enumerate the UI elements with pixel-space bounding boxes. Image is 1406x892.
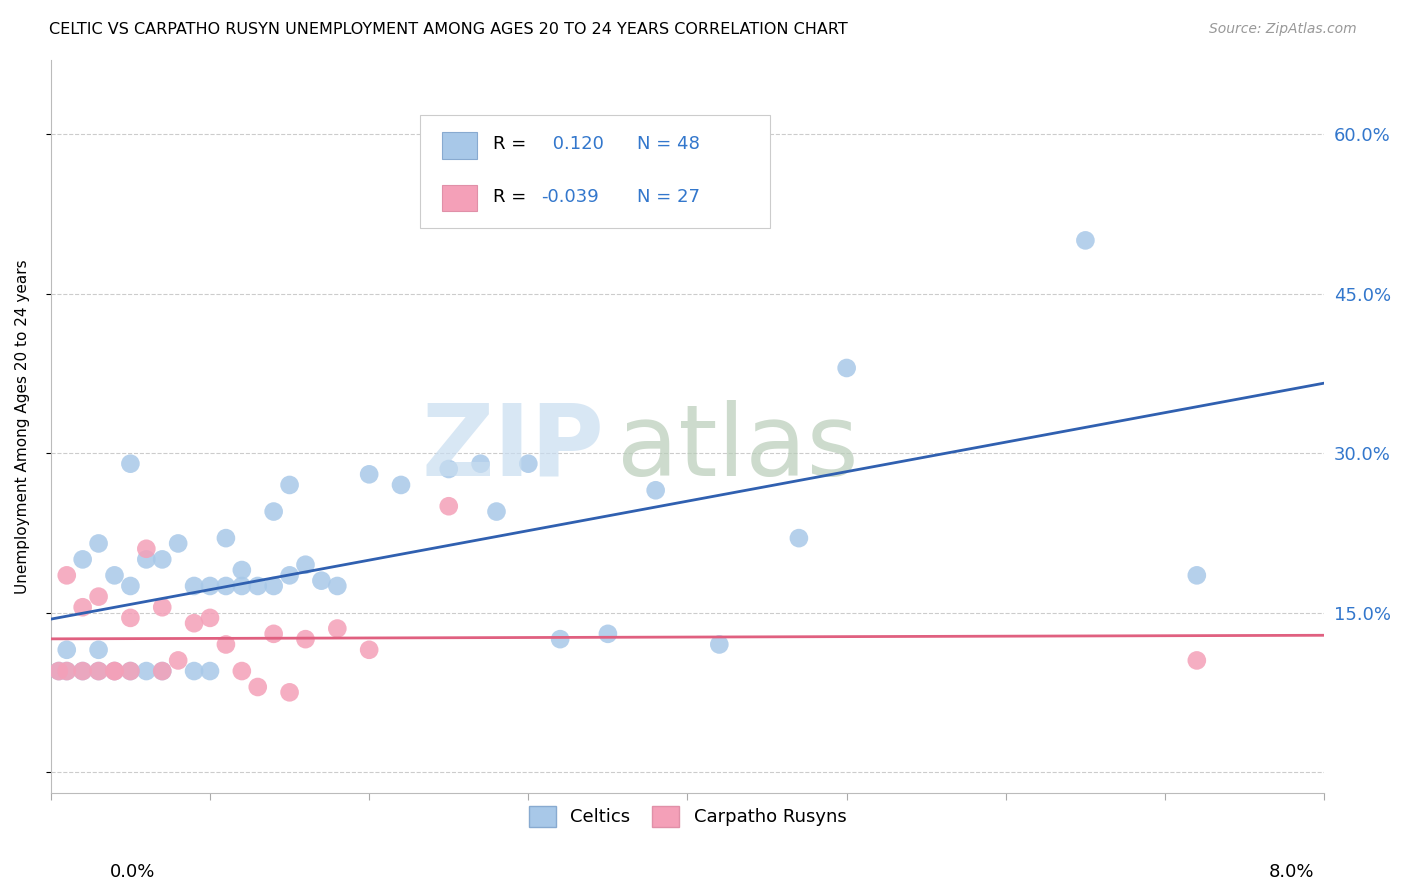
Text: 0.120: 0.120 <box>547 135 605 153</box>
Point <box>183 616 205 631</box>
Point <box>231 563 253 577</box>
Point <box>55 568 77 582</box>
Point <box>120 579 142 593</box>
Point <box>183 579 205 593</box>
Point <box>72 552 94 566</box>
Point <box>150 664 173 678</box>
Point <box>437 500 460 514</box>
Point <box>87 664 110 678</box>
Point <box>215 531 238 545</box>
Point <box>72 600 94 615</box>
Text: R =: R = <box>492 188 531 206</box>
Point <box>326 579 349 593</box>
FancyBboxPatch shape <box>441 185 478 211</box>
Point <box>548 632 571 647</box>
Point <box>167 536 190 550</box>
Point <box>1074 233 1097 247</box>
Point <box>359 642 381 657</box>
Text: 8.0%: 8.0% <box>1270 863 1315 880</box>
Point <box>135 664 157 678</box>
Point <box>150 664 173 678</box>
Point <box>263 579 285 593</box>
Text: Source: ZipAtlas.com: Source: ZipAtlas.com <box>1209 22 1357 37</box>
Point <box>389 478 412 492</box>
Point <box>215 638 238 652</box>
Text: CELTIC VS CARPATHO RUSYN UNEMPLOYMENT AMONG AGES 20 TO 24 YEARS CORRELATION CHAR: CELTIC VS CARPATHO RUSYN UNEMPLOYMENT AM… <box>49 22 848 37</box>
Point <box>103 664 125 678</box>
Point <box>1185 653 1208 667</box>
Y-axis label: Unemployment Among Ages 20 to 24 years: Unemployment Among Ages 20 to 24 years <box>15 260 30 594</box>
Point <box>709 638 731 652</box>
Point <box>120 664 142 678</box>
Point <box>644 483 666 498</box>
Point <box>263 504 285 518</box>
Point <box>596 627 619 641</box>
Point <box>55 664 77 678</box>
Point <box>150 600 173 615</box>
Point <box>167 653 190 667</box>
Point <box>787 531 810 545</box>
Point <box>103 568 125 582</box>
Text: R =: R = <box>492 135 531 153</box>
Point <box>183 664 205 678</box>
Point <box>120 664 142 678</box>
Point <box>55 642 77 657</box>
Point <box>120 457 142 471</box>
Point <box>55 664 77 678</box>
Point <box>198 611 221 625</box>
Point <box>278 478 301 492</box>
Point <box>246 579 269 593</box>
Point <box>87 664 110 678</box>
Point <box>294 632 316 647</box>
Point <box>87 536 110 550</box>
Point <box>231 664 253 678</box>
FancyBboxPatch shape <box>420 115 770 228</box>
Point <box>1185 568 1208 582</box>
Text: ZIP: ZIP <box>422 400 605 497</box>
Point <box>87 642 110 657</box>
Point <box>215 579 238 593</box>
Point <box>359 467 381 482</box>
Point <box>120 611 142 625</box>
Point <box>135 541 157 556</box>
Point <box>231 579 253 593</box>
Point <box>278 568 301 582</box>
Point <box>311 574 333 588</box>
Point <box>103 664 125 678</box>
Point <box>485 504 508 518</box>
Point <box>437 462 460 476</box>
Point <box>48 664 70 678</box>
Point <box>278 685 301 699</box>
FancyBboxPatch shape <box>441 132 478 159</box>
Point <box>246 680 269 694</box>
Point <box>72 664 94 678</box>
Text: -0.039: -0.039 <box>541 188 599 206</box>
Point <box>326 622 349 636</box>
Text: 0.0%: 0.0% <box>110 863 155 880</box>
Legend: Celtics, Carpatho Rusyns: Celtics, Carpatho Rusyns <box>520 797 855 836</box>
Point <box>470 457 492 471</box>
Point <box>835 361 858 376</box>
Point <box>87 590 110 604</box>
Text: atlas: atlas <box>617 400 859 497</box>
Point <box>135 552 157 566</box>
Point <box>517 457 540 471</box>
Point <box>48 664 70 678</box>
Point <box>198 664 221 678</box>
Text: N = 48: N = 48 <box>637 135 699 153</box>
Text: N = 27: N = 27 <box>637 188 700 206</box>
Point <box>72 664 94 678</box>
Point <box>294 558 316 572</box>
Point <box>150 552 173 566</box>
Point <box>263 627 285 641</box>
Point <box>103 664 125 678</box>
Point <box>198 579 221 593</box>
